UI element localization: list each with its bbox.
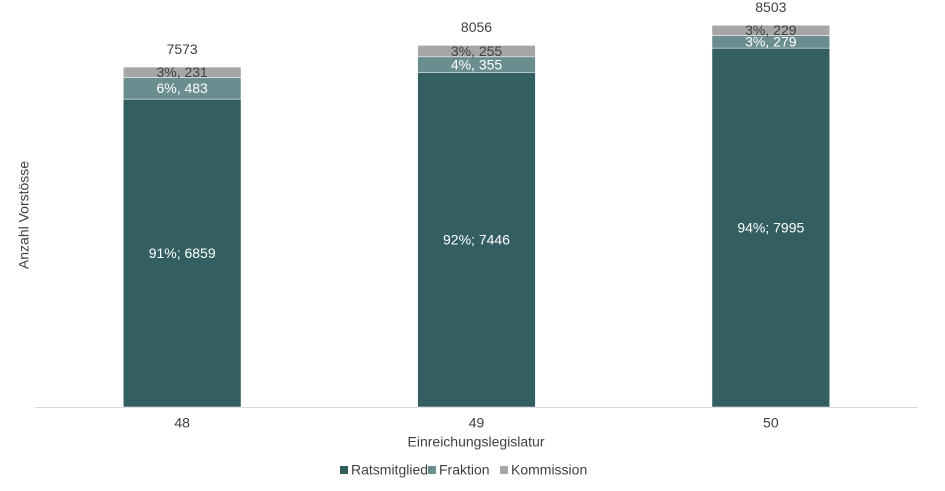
data-label: 92%; 7446 bbox=[443, 232, 510, 248]
y-axis-title: Anzahl Vorstösse bbox=[16, 161, 32, 269]
x-tick-label: 49 bbox=[469, 415, 485, 431]
data-label: 94%; 7995 bbox=[737, 219, 804, 235]
total-label: 7573 bbox=[167, 41, 198, 57]
legend-swatch bbox=[428, 466, 436, 474]
data-label: 3%, 231 bbox=[156, 64, 208, 80]
bar-segment bbox=[417, 45, 536, 58]
data-label: 91%; 6859 bbox=[149, 245, 216, 261]
bar-segment bbox=[123, 98, 242, 408]
legend-swatch bbox=[340, 466, 348, 474]
data-label: 3%, 279 bbox=[745, 34, 797, 50]
x-axis-title: Einreichungslegislatur bbox=[408, 434, 545, 450]
x-tick-label: 50 bbox=[763, 415, 779, 431]
legend-label: Fraktion bbox=[439, 462, 490, 478]
bar-segment bbox=[417, 72, 536, 408]
legend-label: Kommission bbox=[511, 462, 587, 478]
bar-segment bbox=[123, 66, 242, 78]
x-tick-label: 48 bbox=[174, 415, 190, 431]
data-label: 4%, 355 bbox=[451, 56, 503, 72]
data-label: 6%, 483 bbox=[156, 80, 208, 96]
legend-label: Ratsmitglied bbox=[351, 462, 428, 478]
bar-segment bbox=[711, 25, 830, 36]
legend-swatch bbox=[500, 466, 508, 474]
data-label: 3%, 255 bbox=[451, 43, 503, 59]
total-label: 8503 bbox=[755, 0, 786, 15]
total-label: 8056 bbox=[461, 19, 492, 35]
data-label: 3%, 229 bbox=[745, 22, 797, 38]
